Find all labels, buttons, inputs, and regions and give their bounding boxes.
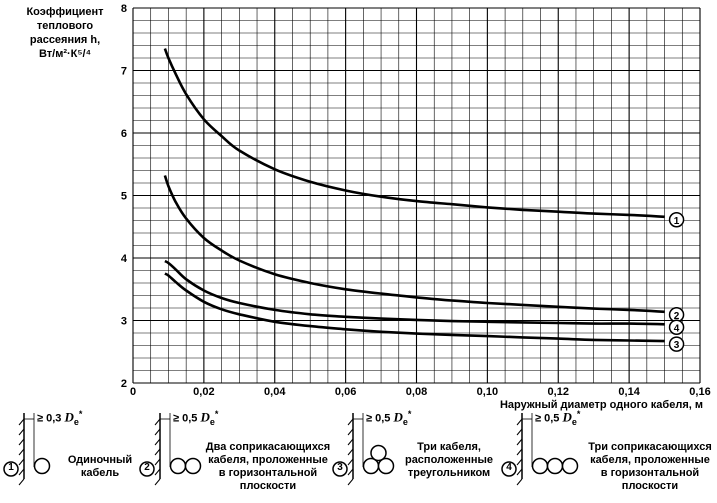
x-tick-label: 0,16 xyxy=(689,386,710,398)
legend-item-1: 1 ≥ 0,3 De* Одиночный кабель xyxy=(0,405,160,503)
series-label-1: 1 xyxy=(674,216,680,227)
legend-spacing-3: ≥ 0,5 De* xyxy=(366,409,412,427)
series-marker-4 xyxy=(668,319,685,335)
y-tick-label: 3 xyxy=(121,316,127,328)
legend-text-1: Одиночный кабель xyxy=(67,454,133,479)
y-tick-label: 6 xyxy=(121,128,127,140)
legend-num-4: 4 xyxy=(506,462,512,473)
y-tick-label: 4 xyxy=(121,253,128,265)
chart-svg: 0 0,02 0,04 0,06 0,08 0,10 0,12 0,14 0,16 2 3 4 5 6 7 8… xyxy=(121,3,711,398)
legend-item-2: 2 ≥ 0,5 De* Два соприкасающихся кабеля, … xyxy=(136,405,336,503)
legend-spacing-2: ≥ 0,5 De* xyxy=(173,409,219,427)
legend-text-3: Три кабеля, расположенные треугольником xyxy=(404,441,494,479)
y-tick-label: 5 xyxy=(121,191,127,203)
series-line-1 xyxy=(163,48,665,219)
legend-num-2: 2 xyxy=(144,462,150,473)
legend-item-4: 4 ≥ 0,5 De* Три соприкасающихся кабеля, … xyxy=(498,405,717,503)
y-tick-label: 7 xyxy=(121,66,127,78)
y-axis-label-line-2: теплового xyxy=(36,20,94,32)
x-tick-label: 0,10 xyxy=(477,386,498,398)
x-tick-label: 0,08 xyxy=(406,386,427,398)
two-cables-icon xyxy=(139,413,202,486)
y-axis-label-line-1: Коэффициент xyxy=(26,6,104,18)
x-tick-label: 0,14 xyxy=(618,386,640,398)
legend-text-2: Два соприкасающихся кабеля, проложенные … xyxy=(205,441,331,492)
x-tick-label: 0,02 xyxy=(193,386,214,398)
y-tick-label: 8 xyxy=(121,3,127,15)
legend-spacing-1: ≥ 0,3 De* xyxy=(37,409,83,427)
series-marker-3 xyxy=(668,336,685,352)
series-line-3 xyxy=(164,272,665,343)
series-label-2: 2 xyxy=(674,311,680,322)
y-axis-label-line-4: Вт/м²·К⁵/⁴ xyxy=(38,48,92,60)
three-cables-triangle-icon xyxy=(332,413,395,486)
x-axis-label: Наружный диаметр одного кабеля, м xyxy=(499,399,703,411)
series-label-3: 3 xyxy=(674,340,680,351)
x-tick-label: 0,12 xyxy=(548,386,569,398)
legend-num-3: 3 xyxy=(337,462,343,473)
x-tick-label: 0,06 xyxy=(335,386,356,398)
y-axis-label: Коэффициент теплового рассеяния h, Вт/м²… xyxy=(6,5,124,61)
legend-text-4: Три соприкасающихся кабеля, проложенные … xyxy=(588,441,712,492)
three-cables-row-icon xyxy=(501,413,579,486)
y-axis-label-line-3: рассеяния h, xyxy=(29,34,101,46)
single-cable-icon xyxy=(3,413,51,486)
x-tick-label: 0 xyxy=(130,386,136,398)
y-tick-label: 2 xyxy=(121,378,127,390)
legend-item-3: 3 ≥ 0,5 De* Три кабеля, расположенные тр… xyxy=(329,405,493,503)
series-marker-1 xyxy=(668,212,685,228)
legend-num-1: 1 xyxy=(8,462,14,473)
series-line-2 xyxy=(163,175,665,314)
series-label-4: 4 xyxy=(674,323,680,334)
legend-spacing-4: ≥ 0,5 De* xyxy=(535,409,581,427)
x-tick-label: 0,04 xyxy=(264,386,286,398)
series-line-4 xyxy=(164,259,665,326)
